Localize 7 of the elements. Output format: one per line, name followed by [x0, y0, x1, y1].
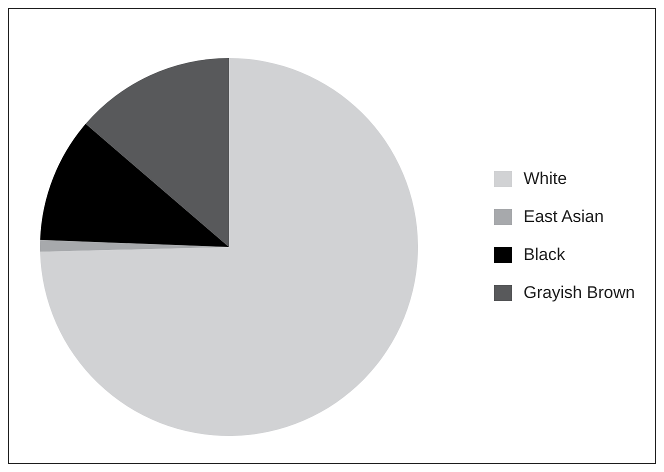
- legend-label: East Asian: [524, 207, 604, 227]
- legend-label: Grayish Brown: [524, 283, 635, 303]
- legend-label: White: [524, 169, 567, 189]
- legend-label: Black: [524, 245, 566, 265]
- pie-slice: [40, 58, 418, 436]
- pie-slice: [40, 124, 229, 247]
- pie-slice: [86, 58, 229, 247]
